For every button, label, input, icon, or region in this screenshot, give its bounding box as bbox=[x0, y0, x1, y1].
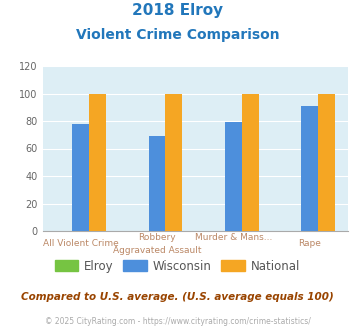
Bar bbox=[165, 93, 182, 231]
Bar bbox=[149, 136, 165, 231]
Text: Aggravated Assault: Aggravated Assault bbox=[113, 246, 201, 255]
Text: Compared to U.S. average. (U.S. average equals 100): Compared to U.S. average. (U.S. average … bbox=[21, 292, 334, 302]
Bar bbox=[89, 93, 106, 231]
Text: Rape: Rape bbox=[298, 239, 321, 248]
Bar bbox=[242, 93, 258, 231]
Legend: Elroy, Wisconsin, National: Elroy, Wisconsin, National bbox=[50, 255, 305, 278]
Bar bbox=[301, 106, 318, 231]
Text: Violent Crime Comparison: Violent Crime Comparison bbox=[76, 28, 279, 42]
Text: Robbery: Robbery bbox=[138, 233, 176, 242]
Bar bbox=[72, 124, 89, 231]
Text: © 2025 CityRating.com - https://www.cityrating.com/crime-statistics/: © 2025 CityRating.com - https://www.city… bbox=[45, 317, 310, 326]
Text: All Violent Crime: All Violent Crime bbox=[43, 239, 119, 248]
Text: Murder & Mans...: Murder & Mans... bbox=[195, 233, 272, 242]
Bar bbox=[318, 93, 335, 231]
Text: 2018 Elroy: 2018 Elroy bbox=[132, 3, 223, 18]
Bar bbox=[225, 122, 242, 231]
